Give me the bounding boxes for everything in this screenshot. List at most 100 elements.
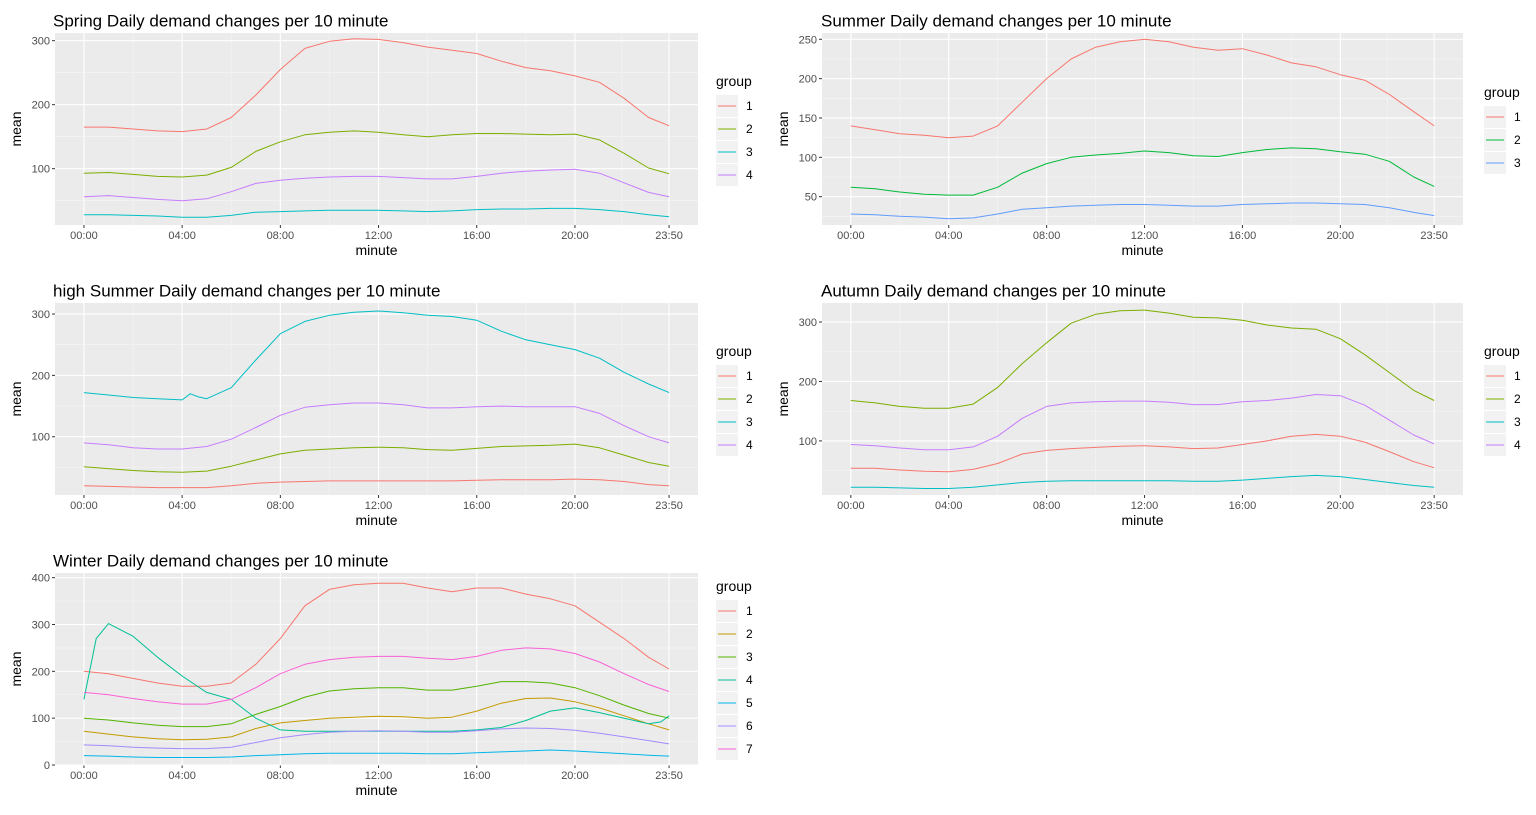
y-tick-label: 150 bbox=[799, 113, 817, 125]
legend-item-label: 1 bbox=[746, 99, 753, 113]
x-tick-label: 16:00 bbox=[463, 770, 491, 782]
legend-item-label: 3 bbox=[1514, 156, 1521, 170]
x-axis-title: minute bbox=[355, 512, 397, 528]
x-axis-title: minute bbox=[355, 242, 397, 258]
series-line-2 bbox=[83, 697, 670, 741]
legend-item-label: 2 bbox=[746, 122, 753, 136]
y-tick-label: 250 bbox=[799, 34, 817, 46]
series-line-6 bbox=[83, 727, 670, 750]
legend-item-label: 1 bbox=[1514, 110, 1521, 124]
y-tick-label: 300 bbox=[32, 36, 50, 48]
series-line-3 bbox=[83, 310, 670, 401]
chart-panel: Summer Daily demand changes per 10 minut… bbox=[775, 11, 1521, 258]
series-line-3 bbox=[83, 681, 670, 728]
series-line-5 bbox=[83, 749, 670, 758]
y-tick-label: 300 bbox=[799, 317, 817, 329]
x-axis-title: minute bbox=[1121, 512, 1163, 528]
x-tick-label: 23:50 bbox=[655, 770, 683, 782]
x-axis-title: minute bbox=[355, 782, 397, 798]
y-axis-title: mean bbox=[8, 651, 24, 686]
series-line-1 bbox=[83, 478, 670, 489]
legend-title: group bbox=[716, 73, 752, 89]
legend-item-label: 5 bbox=[746, 696, 753, 710]
x-tick-label: 04:00 bbox=[935, 230, 963, 242]
chart-panel: Winter Daily demand changes per 10 minut… bbox=[8, 551, 753, 798]
y-tick-label: 400 bbox=[32, 573, 50, 585]
y-tick-label: 100 bbox=[32, 713, 50, 725]
x-axis-title: minute bbox=[1121, 242, 1163, 258]
x-tick-label: 16:00 bbox=[463, 500, 491, 512]
x-tick-label: 20:00 bbox=[1327, 230, 1355, 242]
x-tick-label: 04:00 bbox=[935, 500, 963, 512]
legend-item-label: 2 bbox=[1514, 133, 1521, 147]
series-line-4 bbox=[83, 402, 670, 450]
y-axis-title: mean bbox=[8, 111, 24, 146]
x-tick-label: 20:00 bbox=[561, 770, 589, 782]
x-tick-label: 00:00 bbox=[70, 770, 98, 782]
legend-item-label: 1 bbox=[746, 604, 753, 618]
x-tick-label: 12:00 bbox=[365, 770, 393, 782]
legend-item-label: 3 bbox=[746, 415, 753, 429]
x-tick-label: 23:50 bbox=[1420, 230, 1448, 242]
legend-title: group bbox=[1484, 343, 1520, 359]
chart-title: Spring Daily demand changes per 10 minut… bbox=[53, 11, 388, 30]
x-tick-label: 20:00 bbox=[561, 500, 589, 512]
series-line-1 bbox=[850, 433, 1435, 473]
x-tick-label: 16:00 bbox=[463, 230, 491, 242]
series-line-2 bbox=[850, 309, 1435, 409]
plot-panel-background bbox=[55, 303, 698, 495]
legend-item-label: 3 bbox=[746, 145, 753, 159]
series-line-1 bbox=[83, 582, 670, 687]
y-tick-label: 200 bbox=[32, 370, 50, 382]
x-tick-label: 23:50 bbox=[655, 500, 683, 512]
chart-panel: high Summer Daily demand changes per 10 … bbox=[8, 281, 753, 528]
legend-item-label: 3 bbox=[1514, 415, 1521, 429]
legend: group 1 2 3 4 bbox=[1484, 343, 1521, 456]
x-tick-label: 00:00 bbox=[837, 230, 865, 242]
series-line-3 bbox=[83, 207, 670, 218]
x-tick-label: 00:00 bbox=[70, 500, 98, 512]
series-line-4 bbox=[850, 394, 1435, 451]
series-line-3 bbox=[850, 202, 1435, 220]
x-tick-label: 12:00 bbox=[365, 230, 393, 242]
x-tick-label: 12:00 bbox=[1131, 230, 1159, 242]
y-tick-label: 200 bbox=[32, 666, 50, 678]
y-tick-label: 100 bbox=[799, 152, 817, 164]
plot-panel-background bbox=[822, 33, 1463, 225]
x-tick-label: 08:00 bbox=[267, 770, 295, 782]
x-tick-label: 12:00 bbox=[1131, 500, 1159, 512]
x-tick-label: 20:00 bbox=[561, 230, 589, 242]
y-tick-label: 100 bbox=[799, 436, 817, 448]
legend-title: group bbox=[716, 343, 752, 359]
y-tick-label: 200 bbox=[799, 74, 817, 86]
y-tick-label: 200 bbox=[799, 376, 817, 388]
plot-panel-background bbox=[55, 573, 698, 765]
x-tick-label: 04:00 bbox=[168, 770, 196, 782]
chart-title: Summer Daily demand changes per 10 minut… bbox=[821, 11, 1172, 30]
series-line-2 bbox=[83, 443, 670, 473]
y-axis-title: mean bbox=[775, 111, 791, 146]
y-axis-title: mean bbox=[8, 381, 24, 416]
legend-item-label: 1 bbox=[746, 369, 753, 383]
x-tick-label: 08:00 bbox=[267, 500, 295, 512]
series-line-4 bbox=[83, 168, 670, 202]
series-line-1 bbox=[83, 38, 670, 133]
legend-title: group bbox=[1484, 84, 1520, 100]
x-tick-label: 12:00 bbox=[365, 500, 393, 512]
legend-item-label: 3 bbox=[746, 650, 753, 664]
x-tick-label: 08:00 bbox=[1033, 500, 1061, 512]
legend-item-label: 2 bbox=[1514, 392, 1521, 406]
y-tick-label: 50 bbox=[805, 192, 817, 204]
x-tick-label: 20:00 bbox=[1327, 500, 1355, 512]
legend: group 1 2 3 bbox=[1484, 84, 1521, 174]
legend-item-label: 7 bbox=[746, 742, 753, 756]
legend-item-label: 2 bbox=[746, 627, 753, 641]
y-tick-label: 300 bbox=[32, 309, 50, 321]
chart-panel: Spring Daily demand changes per 10 minut… bbox=[8, 11, 753, 258]
chart-title: high Summer Daily demand changes per 10 … bbox=[53, 281, 440, 300]
series-line-1 bbox=[850, 38, 1435, 139]
y-tick-label: 0 bbox=[44, 760, 50, 772]
series-line-2 bbox=[83, 130, 670, 178]
x-tick-label: 23:50 bbox=[1420, 500, 1448, 512]
